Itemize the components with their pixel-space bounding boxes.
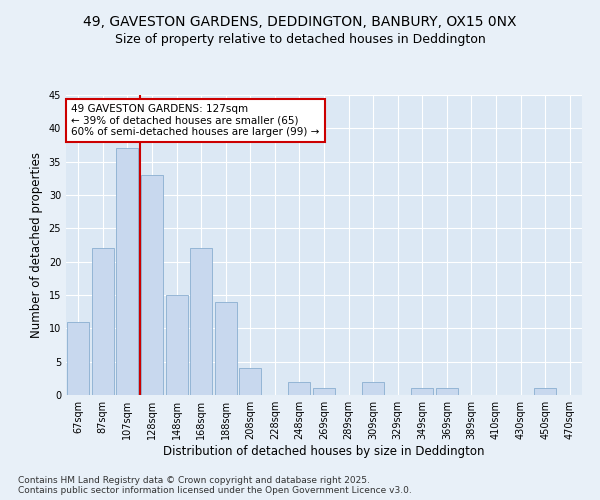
Bar [289,382,310,395]
Bar [362,382,384,395]
Bar [215,302,237,395]
Text: Contains HM Land Registry data © Crown copyright and database right 2025.
Contai: Contains HM Land Registry data © Crown c… [18,476,412,495]
Bar [534,388,556,395]
Bar [92,248,114,395]
Text: 49, GAVESTON GARDENS, DEDDINGTON, BANBURY, OX15 0NX: 49, GAVESTON GARDENS, DEDDINGTON, BANBUR… [83,15,517,29]
Y-axis label: Number of detached properties: Number of detached properties [30,152,43,338]
Bar [411,388,433,395]
Bar [116,148,139,395]
X-axis label: Distribution of detached houses by size in Deddington: Distribution of detached houses by size … [163,445,485,458]
Text: Size of property relative to detached houses in Deddington: Size of property relative to detached ho… [115,32,485,46]
Bar [436,388,458,395]
Bar [313,388,335,395]
Bar [166,295,188,395]
Bar [67,322,89,395]
Bar [190,248,212,395]
Bar [239,368,262,395]
Text: 49 GAVESTON GARDENS: 127sqm
← 39% of detached houses are smaller (65)
60% of sem: 49 GAVESTON GARDENS: 127sqm ← 39% of det… [71,104,320,137]
Bar [141,175,163,395]
